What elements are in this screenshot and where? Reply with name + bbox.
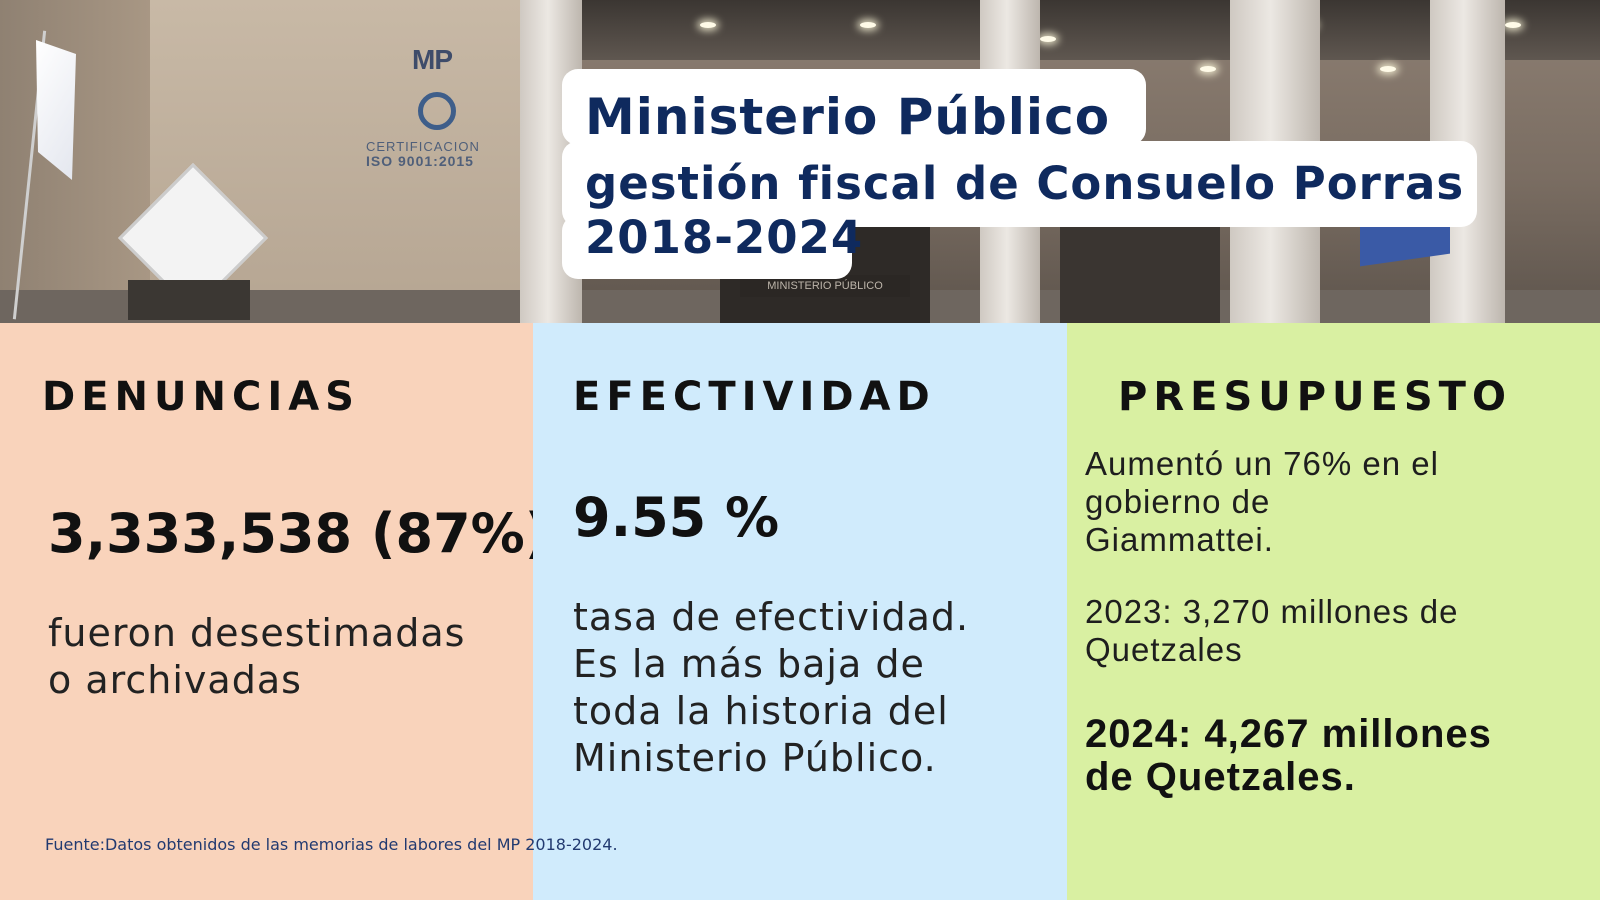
entrance-sign: MINISTERIO PÚBLICO bbox=[740, 275, 910, 297]
years-box bbox=[562, 215, 852, 279]
source-note: Fuente:Datos obtenidos de las memorias d… bbox=[45, 835, 618, 854]
page-years: 2018-2024 bbox=[585, 211, 864, 264]
presupuesto-heading: PRESUPUESTO bbox=[1118, 374, 1512, 420]
title-box bbox=[562, 69, 1146, 145]
plaque-base bbox=[128, 280, 250, 320]
mp-seal-icon bbox=[418, 92, 456, 130]
presupuesto-intro: Aumentó un 76% en el gobierno de Giammat… bbox=[1085, 445, 1439, 558]
efectividad-description: tasa de efectividad. Es la más baja de t… bbox=[573, 595, 970, 780]
page-title: Ministerio Público bbox=[585, 88, 1111, 146]
iso-certification-sign: CERTIFICACION ISO 9001:2015 bbox=[366, 139, 480, 169]
denuncias-description: fueron desestimadas o archivadas bbox=[48, 611, 466, 702]
ceiling-light bbox=[1380, 66, 1396, 72]
page-subtitle: gestión fiscal de Consuelo Porras bbox=[585, 157, 1465, 210]
ceiling-light bbox=[1040, 36, 1056, 42]
ceiling-light bbox=[860, 22, 876, 28]
presupuesto-2023: 2023: 3,270 millones de Quetzales bbox=[1085, 593, 1459, 668]
subtitle-box bbox=[562, 141, 1477, 227]
efectividad-value: 9.55 % bbox=[573, 486, 780, 549]
ceiling-light bbox=[700, 22, 716, 28]
efectividad-heading: EFECTIVIDAD bbox=[573, 374, 936, 420]
panel-efectividad bbox=[533, 323, 1067, 900]
denuncias-heading: DENUNCIAS bbox=[42, 374, 360, 420]
ceiling-light bbox=[1505, 22, 1521, 28]
mp-logo: MP bbox=[412, 44, 453, 75]
panel-presupuesto bbox=[1067, 323, 1600, 900]
panel-denuncias bbox=[0, 323, 533, 900]
doorway bbox=[1060, 225, 1220, 323]
presupuesto-2024: 2024: 4,267 millones de Quetzales. bbox=[1085, 712, 1492, 799]
ceiling bbox=[520, 0, 1600, 60]
ceiling-light bbox=[1200, 66, 1216, 72]
denuncias-value: 3,333,538 (87%) bbox=[48, 502, 550, 565]
